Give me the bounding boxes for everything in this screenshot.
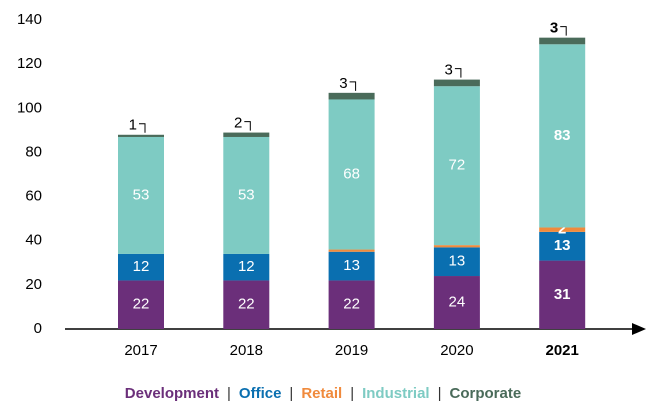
data-label: 3 (550, 20, 558, 37)
y-tick-label: 120 (17, 55, 42, 72)
label-bracket (560, 26, 567, 36)
bar-segment (328, 249, 375, 252)
bar-segment (328, 92, 375, 100)
bar-segment (328, 280, 375, 329)
label-bracket (454, 68, 462, 78)
legend-separator: | (350, 385, 355, 402)
data-label: 22 (343, 296, 360, 313)
data-label: 3 (445, 62, 453, 79)
bar-segment (118, 134, 164, 137)
bar-segment (433, 86, 480, 246)
data-label: 13 (343, 257, 360, 274)
bar-segment (118, 136, 164, 254)
data-label: 1 (129, 117, 137, 134)
legend-item: Office (238, 385, 282, 402)
data-label: 2 (558, 221, 566, 238)
axis-arrow (632, 323, 646, 335)
bar-segment (539, 231, 586, 261)
bar-segment (539, 227, 586, 232)
data-label: 72 (449, 157, 466, 174)
legend-separator: | (227, 385, 231, 402)
bar-segment (433, 276, 480, 329)
data-label: 12 (133, 258, 150, 275)
y-tick-label: 140 (17, 11, 42, 28)
bar-segment (539, 44, 586, 228)
data-label: 2 (234, 115, 242, 132)
bar-segment (433, 79, 480, 87)
x-tick-label: 2021 (546, 342, 579, 359)
legend-item: Development (124, 385, 219, 402)
bar-segment (539, 37, 586, 45)
y-tick-label: 20 (25, 276, 42, 293)
data-label: 12 (238, 258, 255, 275)
y-tick-label: 0 (34, 320, 42, 337)
bar-segment (223, 253, 270, 281)
legend-separator: | (289, 385, 294, 402)
legend-item: Corporate (449, 385, 522, 402)
bar-segment (328, 251, 375, 281)
data-label: 13 (449, 253, 466, 270)
data-label: 68 (343, 165, 360, 182)
legend-separator: | (437, 385, 442, 402)
data-label: 24 (449, 293, 466, 310)
y-tick-label: 60 (25, 188, 42, 205)
y-tick-label: 40 (25, 232, 42, 249)
label-bracket (349, 81, 357, 91)
bar-segment (118, 280, 164, 329)
label-bracket (244, 121, 251, 131)
bar-segment (539, 260, 586, 329)
data-label: 83 (554, 127, 571, 144)
legend-item: Retail (301, 385, 343, 402)
bar-segment (433, 245, 480, 248)
bar-segment (223, 136, 270, 254)
x-tick-label: 2017 (124, 342, 157, 359)
bar-segment (223, 132, 270, 137)
legend-item: Industrial (362, 385, 430, 402)
bar-segment (223, 280, 270, 329)
data-label: 22 (238, 296, 255, 313)
label-bracket (139, 123, 146, 133)
data-label: 31 (554, 286, 571, 303)
data-label: 13 (554, 237, 571, 254)
data-label: 53 (133, 186, 150, 203)
x-tick-label: 2020 (440, 342, 473, 359)
bar-segment (118, 253, 164, 281)
bar-segment (328, 99, 375, 250)
x-tick-label: 2019 (335, 342, 368, 359)
legend: Development | Office | Retail | Industrial | Cor… (0, 385, 646, 402)
data-label: 53 (238, 186, 255, 203)
y-tick-label: 100 (17, 99, 42, 116)
y-tick-label: 80 (25, 143, 42, 160)
chart: 0204060801001201402017221253120182212532… (17, 11, 646, 359)
x-tick-label: 2018 (230, 342, 263, 359)
data-label: 22 (133, 296, 150, 313)
bar-segment (433, 247, 480, 277)
data-label: 3 (339, 75, 347, 92)
